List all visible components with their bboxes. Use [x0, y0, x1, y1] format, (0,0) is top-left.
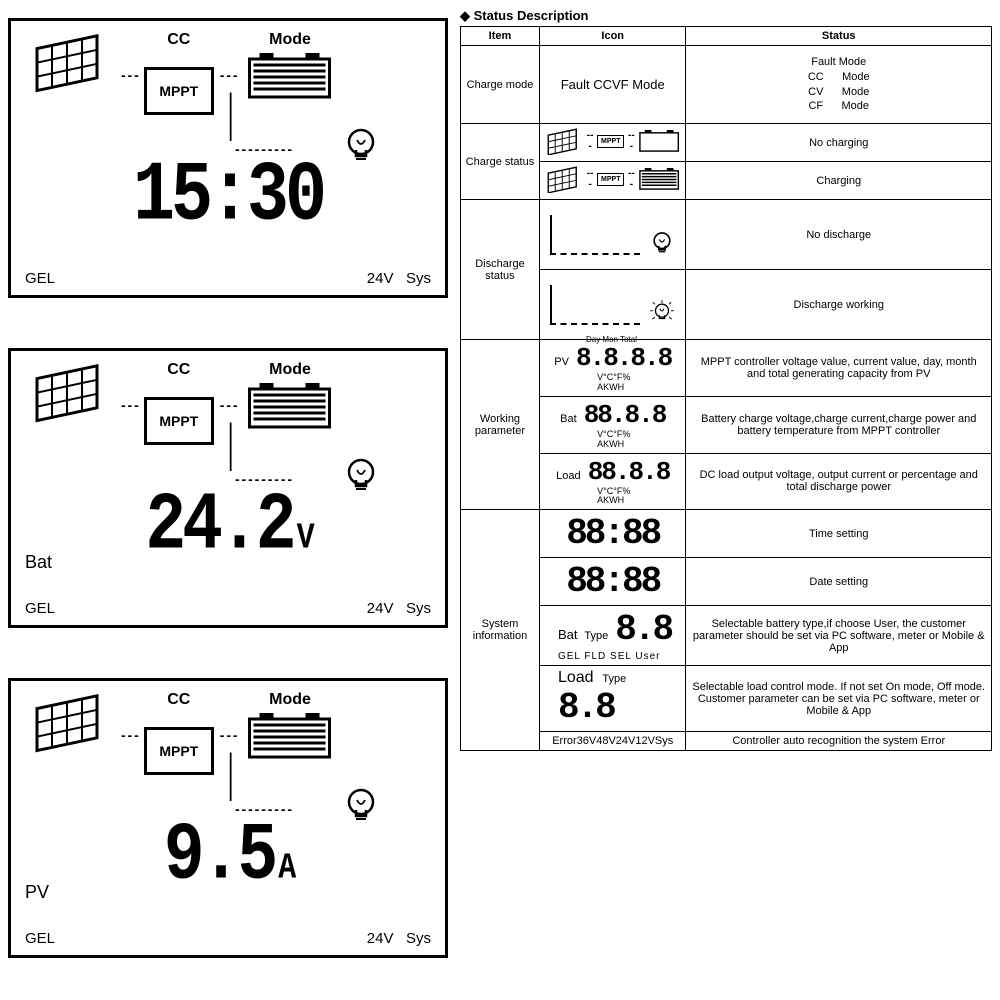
lcd-panel-time: - - - CC MPPT - - - Mode IIIIII - - - - …: [8, 18, 448, 298]
wire-dash: - - -: [121, 67, 138, 83]
wire-dash: - - -: [121, 727, 138, 743]
lcd-value: 24.2V: [25, 486, 431, 568]
icon-charge-mode: Fault CCVF Mode: [539, 46, 686, 124]
status-table-column: Status Description Item Icon Status Char…: [460, 8, 992, 958]
icon-no-charging: --- MPPT ---: [539, 124, 686, 162]
icon-date: 88:88: [539, 558, 686, 606]
mode-label: Mode: [243, 691, 338, 709]
status-charge-mode: Fault Mode CC Mode CV Mode CF Mode: [686, 46, 992, 124]
icon-time: 88:88: [539, 510, 686, 558]
status-discharge-working: Discharge working: [686, 270, 992, 340]
battery-full-icon: [638, 167, 681, 191]
mppt-box: MPPT: [144, 67, 214, 115]
status-title: Status Description: [460, 8, 992, 24]
lcd-panel-pv: - - - CC MPPT - - - Mode IIIIII - - - - …: [8, 678, 448, 958]
status-no-discharge: No discharge: [686, 200, 992, 270]
battery-icon: [243, 711, 338, 761]
battery-empty-icon: [638, 129, 681, 153]
icon-wp-pv: PV Day Mon Total 8.8.8.8 V°C°F% AKWH: [539, 340, 686, 397]
lcd-value: 15:30: [25, 156, 431, 240]
icon-error: Error36V48V24V12VSys: [539, 732, 686, 751]
status-time: Time setting: [686, 510, 992, 558]
volt-label: 24V: [367, 930, 394, 947]
th-item: Item: [461, 27, 540, 46]
th-icon: Icon: [539, 27, 686, 46]
icon-wp-load: Load 88.8.8 V°C°F% AKWH: [539, 453, 686, 510]
solar-panel-icon: [544, 165, 583, 193]
item-charge-status: Charge status: [461, 124, 540, 200]
lcd-value: 9.5A: [25, 816, 431, 898]
item-discharge-status: Discharge status: [461, 200, 540, 340]
wire-dash: - - -: [220, 67, 237, 83]
wire-dash: - - -: [220, 727, 237, 743]
volt-label: 24V: [367, 270, 394, 287]
volt-label: 24V: [367, 600, 394, 617]
bulb-on-icon: [649, 299, 675, 325]
battery-icon: [243, 51, 338, 101]
cc-label: CC: [144, 361, 214, 379]
battery-icon: [243, 381, 338, 431]
unit-v: V: [297, 519, 311, 560]
icon-charging: --- MPPT ---: [539, 162, 686, 200]
mode-label: Mode: [243, 361, 338, 379]
solar-panel-icon: [25, 31, 115, 101]
status-no-charging: No charging: [686, 124, 992, 162]
status-load-type: Selectable load control mode. If not set…: [686, 666, 992, 732]
sys-label: Sys: [406, 270, 431, 287]
icon-no-discharge: [539, 200, 686, 270]
status-charging: Charging: [686, 162, 992, 200]
icon-discharge-working: [539, 270, 686, 340]
wire-vertical: IIIIII: [229, 93, 232, 141]
status-table: Item Icon Status Charge mode Fault CCVF …: [460, 26, 992, 751]
sys-label: Sys: [406, 600, 431, 617]
solar-panel-icon: [25, 691, 115, 761]
mppt-box: MPPT: [144, 727, 214, 775]
cc-label: CC: [144, 691, 214, 709]
lcd-panels-column: - - - CC MPPT - - - Mode IIIIII - - - - …: [8, 8, 448, 958]
item-system-info: System information: [461, 510, 540, 751]
gel-label: GEL: [25, 600, 55, 617]
status-error: Controller auto recognition the system E…: [686, 732, 992, 751]
item-working-parameter: Working parameter: [461, 340, 540, 510]
status-wp-load: DC load output voltage, output current o…: [686, 453, 992, 510]
wire-vertical: IIIIII: [229, 423, 232, 471]
lcd-panel-bat: - - - CC MPPT - - - Mode IIIIII - - - - …: [8, 348, 448, 628]
icon-wp-bat: Bat 88.8.8 V°C°F% AKWH: [539, 396, 686, 453]
solar-panel-icon: [544, 127, 583, 155]
status-bat-type: Selectable battery type,if choose User, …: [686, 606, 992, 666]
wire-dash: - - -: [121, 397, 138, 413]
bulb-off-icon: [649, 229, 675, 255]
wire-dash: - - -: [220, 397, 237, 413]
mppt-mini: MPPT: [597, 173, 624, 186]
cc-label: CC: [144, 31, 214, 49]
mppt-box: MPPT: [144, 397, 214, 445]
status-wp-bat: Battery charge voltage,charge current,ch…: [686, 396, 992, 453]
unit-a: A: [278, 849, 292, 890]
th-status: Status: [686, 27, 992, 46]
mppt-mini: MPPT: [597, 135, 624, 148]
item-charge-mode: Charge mode: [461, 46, 540, 124]
sys-label: Sys: [406, 930, 431, 947]
status-wp-pv: MPPT controller voltage value, current v…: [686, 340, 992, 397]
mode-label: Mode: [243, 31, 338, 49]
icon-load-type: Load Type 8.8: [539, 666, 686, 732]
solar-panel-icon: [25, 361, 115, 431]
gel-label: GEL: [25, 270, 55, 287]
gel-label: GEL: [25, 930, 55, 947]
status-date: Date setting: [686, 558, 992, 606]
icon-bat-type: Bat Type 8.8 GEL FLD SEL User: [539, 606, 686, 666]
wire-vertical: IIIIII: [229, 753, 232, 801]
